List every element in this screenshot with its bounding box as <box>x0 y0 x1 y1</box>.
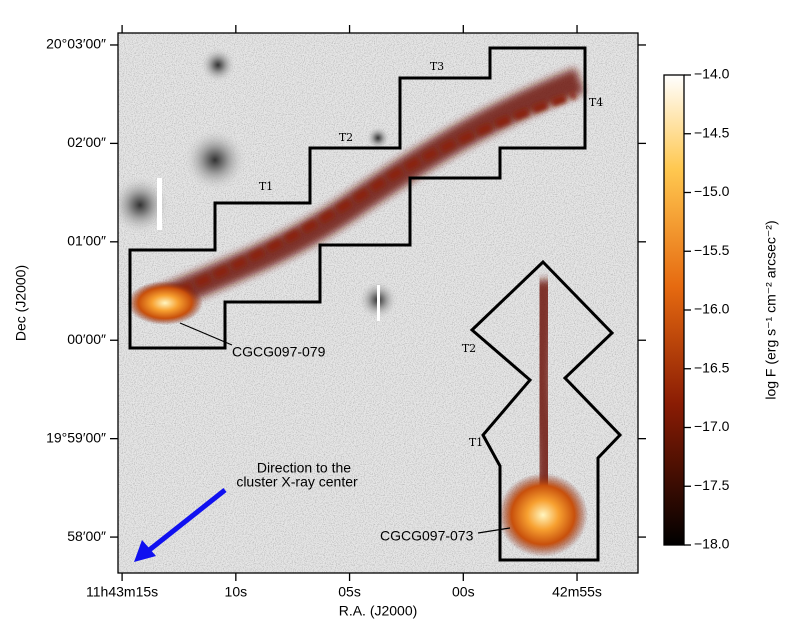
colorbar-tick-label: −14.5 <box>694 124 730 140</box>
region-label: T2 <box>339 131 353 144</box>
x-tick-label: 10s <box>225 584 248 600</box>
galaxy-head-emission <box>498 473 588 557</box>
colorbar-tick-label: −16.0 <box>694 301 730 317</box>
arrow-label: Direction to the <box>257 460 351 476</box>
galaxy-label: CGCG097-073 <box>380 528 474 544</box>
x-tick-label: 05s <box>338 584 361 600</box>
pointer-line <box>179 322 233 346</box>
region-label: T1 <box>469 436 483 449</box>
region-label: T2 <box>462 342 476 355</box>
regions <box>128 46 623 562</box>
pointer-line <box>477 527 511 534</box>
colorbar <box>663 74 685 546</box>
x-tick-label: 42m55s <box>552 584 602 600</box>
colorbar-tick-label: −17.5 <box>694 477 730 493</box>
x-axis-label: R.A. (J2000) <box>339 603 418 619</box>
x-tick-label: 11h43m15s <box>86 584 158 600</box>
direction-arrow <box>146 488 227 553</box>
y-tick-label: 00′00″ <box>67 331 106 347</box>
colorbar-tick-label: −17.0 <box>694 418 730 434</box>
galaxy-label: CGCG097-079 <box>232 344 326 360</box>
colorbar-label: log F (erg s⁻¹ cm⁻² arcsec⁻²) <box>763 220 779 399</box>
region-label: T1 <box>259 180 273 193</box>
y-tick-label: 20°03′00″ <box>46 36 106 52</box>
galaxy <box>200 47 236 83</box>
sky-image <box>118 33 638 573</box>
galaxy <box>366 126 390 150</box>
y-tick-label: 02′00″ <box>67 134 106 150</box>
region-label: T3 <box>430 60 444 73</box>
colorbar-tick-label: −18.0 <box>694 536 730 552</box>
galaxy <box>183 128 247 192</box>
bleed-trail <box>377 285 380 321</box>
colorbar-tick-label: −15.0 <box>694 183 730 199</box>
region-label: T4 <box>589 96 603 109</box>
colorbar-tick-label: −14.0 <box>694 66 730 82</box>
colorbar-tick-label: −16.5 <box>694 359 730 375</box>
region-outline <box>128 46 587 350</box>
arrow-label: cluster X-ray center <box>236 474 358 490</box>
colorbar-tick-label: −15.5 <box>694 242 730 258</box>
y-tick-label: 58′00″ <box>67 528 106 544</box>
y-tick-label: 01′00″ <box>67 233 106 249</box>
tail-emission <box>158 91 577 304</box>
region-outline <box>469 259 623 562</box>
x-tick-label: 00s <box>452 584 475 600</box>
direction-arrowhead <box>134 540 156 562</box>
y-axis-label: Dec (J2000) <box>13 265 29 341</box>
galaxy <box>118 175 170 235</box>
image-frame <box>117 32 639 574</box>
galaxy-head-emission <box>127 281 203 325</box>
y-tick-label: 19°59′00″ <box>46 429 106 445</box>
bleed-trail <box>157 178 162 230</box>
